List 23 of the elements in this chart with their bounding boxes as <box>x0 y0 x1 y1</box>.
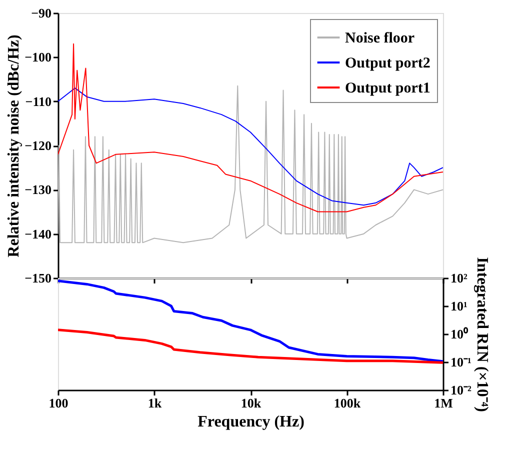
x-tick-label: 1k <box>148 396 162 410</box>
x-axis-title: Frequency (Hz) <box>198 414 304 430</box>
y-tick-label: −150 <box>24 270 52 286</box>
y-tick-label: −130 <box>24 182 52 198</box>
legend-label: Output port1 <box>345 80 430 96</box>
y-tick-label: 10² <box>450 270 468 286</box>
y-tick-label: 10⁻² <box>450 382 472 398</box>
y-axis-title: Integrated RIN (×10⁻⁴) <box>473 257 490 412</box>
y-tick-label: 10⁻¹ <box>450 354 472 370</box>
legend-label: Noise floor <box>345 30 415 46</box>
y-tick-label: 10⁰ <box>450 326 468 342</box>
x-tick-label: 1M <box>434 396 453 410</box>
y-tick-label: −140 <box>24 226 52 242</box>
x-tick-label: 10k <box>240 396 262 410</box>
x-tick-label: 100 <box>48 396 68 410</box>
y-tick-label: −110 <box>25 94 52 109</box>
y-tick-label: −90 <box>31 6 52 20</box>
y-axis-title: Relative intensity noise (dBc/Hz) <box>6 34 23 258</box>
y-tick-label: −100 <box>24 50 52 65</box>
legend-label: Output port2 <box>345 56 430 72</box>
y-tick-label: 10¹ <box>450 298 468 314</box>
y-tick-label: −120 <box>24 138 52 153</box>
x-tick-label: 100k <box>334 396 362 410</box>
